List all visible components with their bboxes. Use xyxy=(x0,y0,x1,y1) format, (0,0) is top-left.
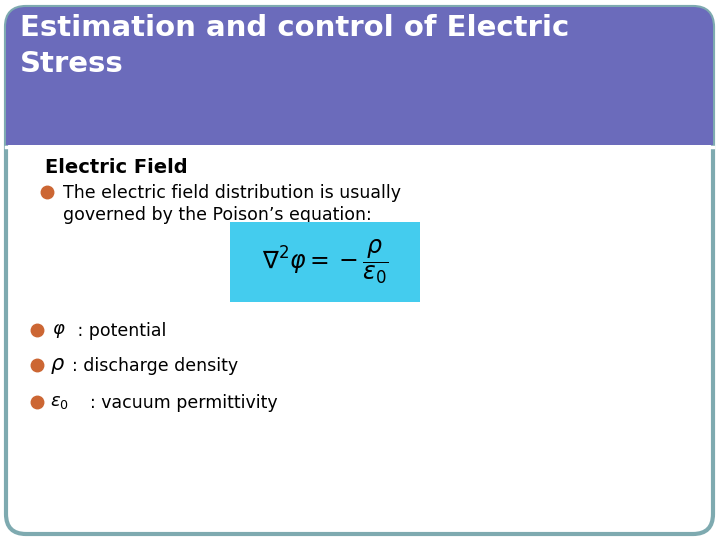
Text: $\nabla^2\varphi = -\dfrac{\rho}{\varepsilon_0}$: $\nabla^2\varphi = -\dfrac{\rho}{\vareps… xyxy=(261,238,389,286)
FancyBboxPatch shape xyxy=(6,85,713,145)
FancyBboxPatch shape xyxy=(230,222,420,302)
FancyBboxPatch shape xyxy=(6,7,713,534)
Text: Stress: Stress xyxy=(20,50,124,78)
Text: $\rho$: $\rho$ xyxy=(50,356,65,376)
Text: Electric Field: Electric Field xyxy=(45,158,188,177)
Text: governed by the Poison’s equation:: governed by the Poison’s equation: xyxy=(63,206,372,224)
Text: $\varepsilon_0$: $\varepsilon_0$ xyxy=(50,393,69,411)
Text: : discharge density: : discharge density xyxy=(72,357,238,375)
Text: The electric field distribution is usually: The electric field distribution is usual… xyxy=(63,184,401,202)
Text: : potential: : potential xyxy=(72,322,166,340)
Text: Estimation and control of Electric: Estimation and control of Electric xyxy=(20,14,570,42)
FancyBboxPatch shape xyxy=(6,7,713,145)
Text: : vacuum permittivity: : vacuum permittivity xyxy=(90,394,278,412)
Text: $\varphi$: $\varphi$ xyxy=(52,322,66,340)
